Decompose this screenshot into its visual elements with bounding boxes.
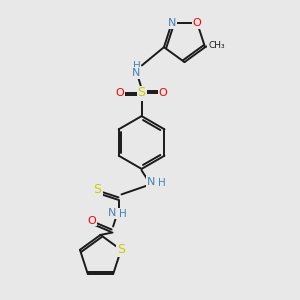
Text: H: H [158, 178, 166, 188]
Text: H: H [133, 61, 140, 71]
Text: N: N [168, 18, 176, 28]
Text: O: O [159, 88, 168, 98]
Text: S: S [117, 243, 125, 256]
Text: N: N [108, 208, 116, 218]
Text: N: N [132, 68, 141, 78]
Text: S: S [94, 183, 101, 196]
Text: CH₃: CH₃ [208, 41, 225, 50]
Text: S: S [138, 86, 146, 100]
Text: O: O [116, 88, 124, 98]
Text: N: N [147, 177, 155, 187]
Text: H: H [119, 209, 127, 219]
Text: O: O [87, 215, 96, 226]
Text: O: O [193, 18, 202, 28]
